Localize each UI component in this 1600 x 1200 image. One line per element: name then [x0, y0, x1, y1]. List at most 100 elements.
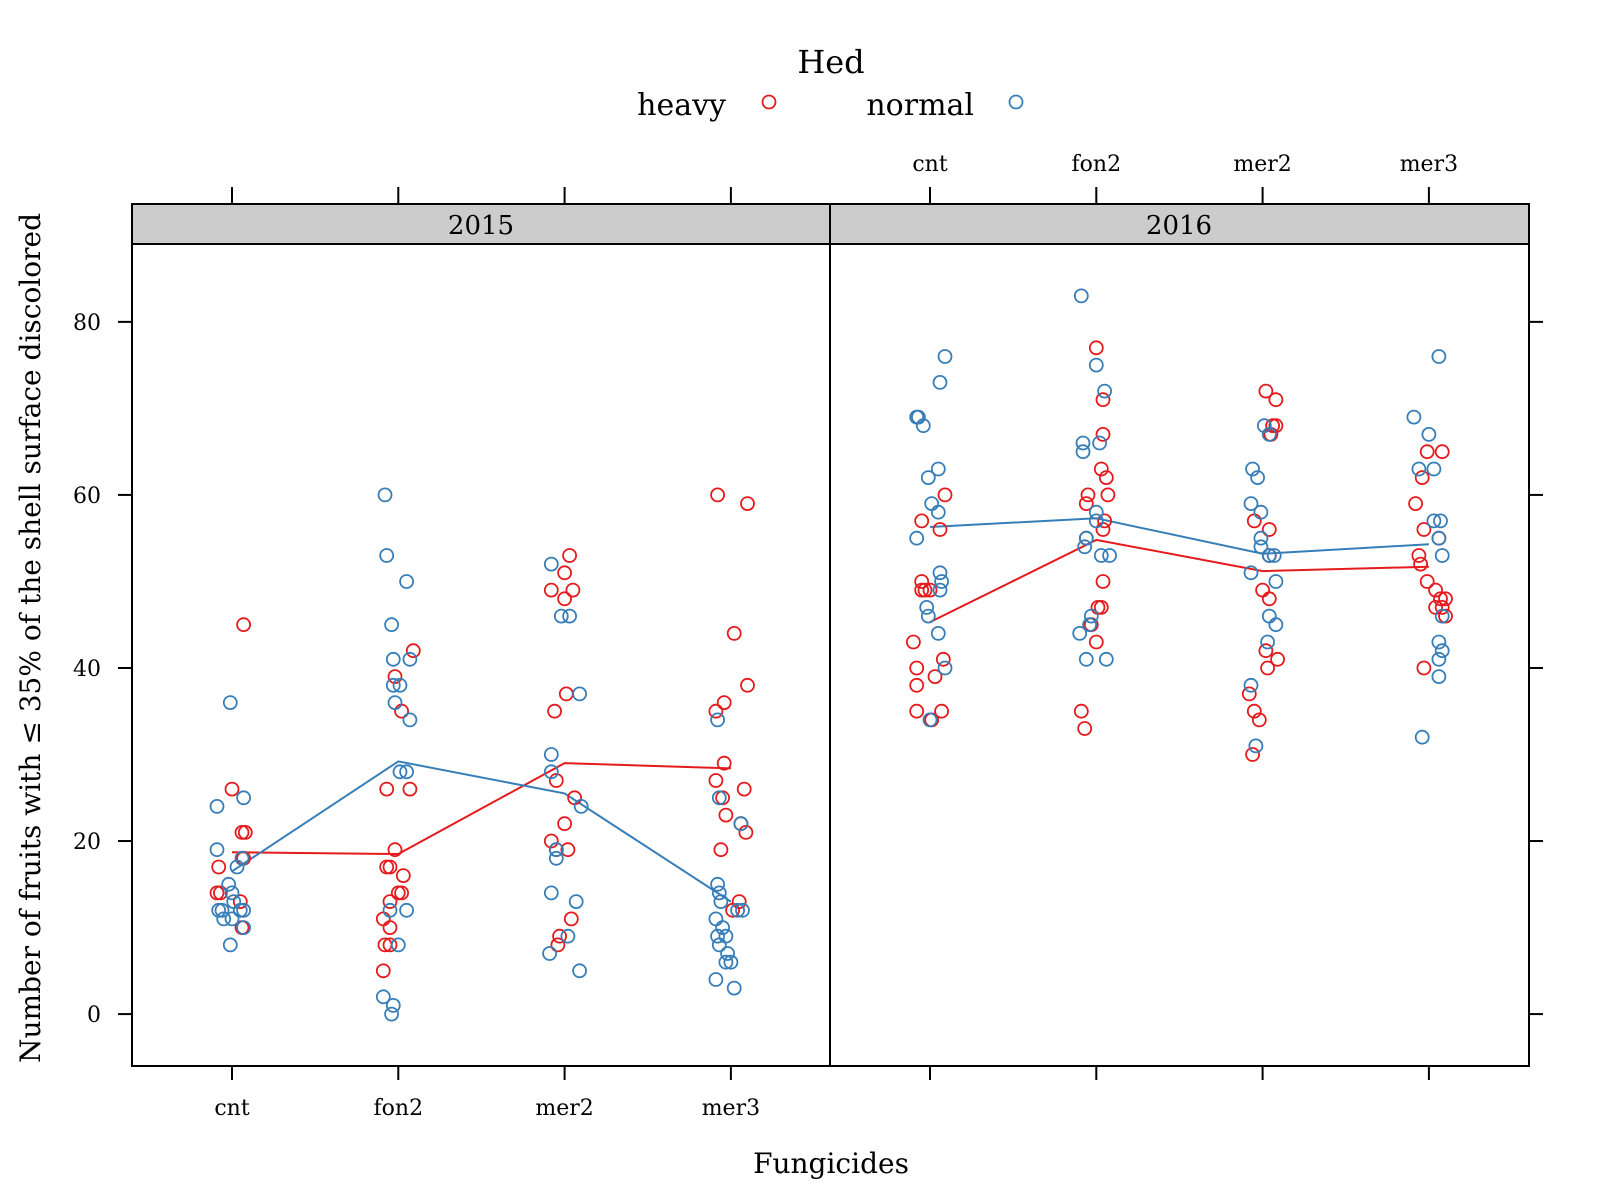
point-normal-2016-mer2	[1266, 548, 1282, 563]
point-heavy-2016-cnt	[914, 574, 930, 589]
point-normal-2015-mer3	[723, 954, 739, 970]
point-heavy-2015-mer3	[718, 807, 734, 823]
point-heavy-2016-cnt	[937, 487, 953, 503]
point-heavy-2016-cnt	[935, 651, 951, 667]
point-heavy-2015-fon2	[382, 894, 398, 909]
point-normal-2016-cnt	[930, 504, 946, 520]
point-normal-2015-fon2	[392, 764, 408, 780]
point-heavy-2015-mer2	[563, 911, 579, 927]
point-normal-2015-mer2	[553, 608, 569, 624]
point-normal-2016-fon2	[1088, 513, 1104, 529]
strip-label-2015: 2015	[448, 211, 514, 241]
point-heavy-2015-mer3	[710, 487, 725, 503]
y-tick-label: 40	[73, 657, 101, 682]
point-heavy-2015-mer2	[557, 816, 572, 832]
point-normal-2015-mer3	[711, 790, 727, 806]
point-heavy-2016-fon2	[1095, 574, 1111, 589]
point-normal-2015-cnt	[222, 695, 238, 710]
point-normal-2015-fon2	[377, 487, 393, 503]
point-normal-2016-cnt	[920, 608, 936, 624]
point-heavy-2015-mer2	[560, 842, 576, 858]
point-normal-2016-cnt	[937, 660, 953, 676]
point-heavy-2015-mer3	[738, 825, 754, 840]
point-heavy-2016-mer3	[1414, 470, 1430, 486]
point-normal-2016-mer2	[1253, 504, 1269, 520]
point-heavy-2015-mer3	[708, 773, 724, 788]
point-normal-2016-fon2	[1088, 357, 1104, 373]
point-normal-2016-cnt	[909, 530, 925, 546]
point-normal-2016-mer2	[1268, 617, 1284, 633]
point-heavy-2016-cnt	[906, 634, 921, 650]
point-heavy-2015-cnt	[232, 894, 248, 909]
point-normal-2016-mer3	[1431, 669, 1447, 684]
point-normal-2015-mer2	[548, 850, 564, 866]
point-heavy-2015-mer2	[543, 582, 559, 598]
point-normal-2015-mer2	[573, 799, 589, 814]
y-tick-label: 0	[87, 1003, 101, 1028]
point-normal-2015-mer3	[708, 911, 724, 927]
point-heavy-2015-fon2	[394, 885, 410, 901]
point-normal-2016-cnt	[932, 565, 948, 581]
point-normal-2015-fon2	[399, 764, 415, 780]
point-heavy-2016-fon2	[1100, 487, 1116, 503]
strip-2015	[131, 203, 831, 245]
point-normal-2016-mer3	[1426, 513, 1442, 529]
point-heavy-2016-mer2	[1251, 712, 1267, 728]
point-normal-2016-cnt	[922, 712, 938, 728]
point-heavy-2015-mer2	[558, 686, 574, 702]
point-normal-2016-mer2	[1256, 418, 1272, 434]
point-heavy-2015-fon2	[382, 937, 398, 953]
point-heavy-2016-mer3	[1419, 444, 1435, 460]
point-normal-2016-cnt	[937, 349, 953, 364]
point-normal-2015-cnt	[209, 842, 225, 858]
point-heavy-2016-mer2	[1246, 513, 1262, 529]
point-heavy-2016-cnt	[909, 677, 925, 693]
point-normal-2015-cnt	[236, 790, 252, 806]
point-normal-2016-mer3	[1431, 349, 1447, 364]
y-tick-label: 80	[73, 311, 101, 336]
point-heavy-2016-mer3	[1434, 600, 1450, 615]
point-heavy-2015-fon2	[382, 859, 398, 875]
point-normal-2016-cnt	[911, 409, 926, 425]
point-normal-2015-mer2	[543, 556, 559, 572]
point-normal-2015-mer2	[542, 946, 557, 961]
point-normal-2015-mer2	[543, 764, 559, 780]
point-normal-2016-fon2	[1093, 548, 1109, 563]
point-normal-2015-fon2	[382, 902, 398, 918]
x-tick-label-top-fon2: fon2	[1072, 152, 1122, 177]
point-heavy-2015-fon2	[405, 643, 421, 659]
point-normal-2015-fon2	[375, 989, 391, 1005]
point-normal-2015-mer3	[718, 928, 734, 944]
point-normal-2015-mer3	[710, 876, 725, 892]
point-heavy-2016-mer2	[1261, 591, 1277, 607]
point-normal-2016-mer3	[1411, 461, 1427, 477]
point-normal-2016-mer3	[1434, 548, 1450, 563]
point-heavy-2015-mer3	[736, 781, 752, 797]
point-normal-2016-mer3	[1421, 426, 1437, 442]
point-heavy-2016-fon2	[1077, 721, 1093, 736]
point-normal-2015-cnt	[236, 920, 252, 935]
point-normal-2016-fon2	[1088, 504, 1104, 520]
point-heavy-2016-mer3	[1438, 591, 1453, 607]
point-normal-2015-mer3	[726, 980, 742, 996]
point-heavy-2015-mer2	[550, 937, 566, 953]
mean-line-normal-2016	[929, 517, 1429, 555]
point-normal-2015-mer3	[720, 946, 735, 961]
point-heavy-2016-fon2	[1088, 340, 1104, 356]
point-normal-2016-mer3	[1431, 530, 1447, 546]
point-normal-2015-cnt	[216, 911, 232, 927]
point-heavy-2015-mer2	[547, 703, 562, 719]
point-heavy-2016-mer3	[1413, 556, 1428, 572]
point-heavy-2016-fon2	[1095, 426, 1111, 442]
point-normal-2016-fon2	[1092, 435, 1107, 451]
point-heavy-2015-mer2	[565, 582, 581, 598]
point-normal-2016-mer2	[1261, 548, 1277, 563]
point-heavy-2015-fon2	[375, 911, 391, 927]
point-heavy-2015-cnt	[211, 859, 227, 875]
point-normal-2016-mer2	[1243, 677, 1259, 693]
point-normal-2015-cnt	[222, 937, 238, 953]
point-normal-2015-cnt	[236, 902, 252, 918]
point-normal-2015-cnt	[214, 902, 230, 918]
legend-label-heavy: heavy	[637, 88, 726, 123]
point-heavy-2016-cnt	[909, 703, 925, 719]
